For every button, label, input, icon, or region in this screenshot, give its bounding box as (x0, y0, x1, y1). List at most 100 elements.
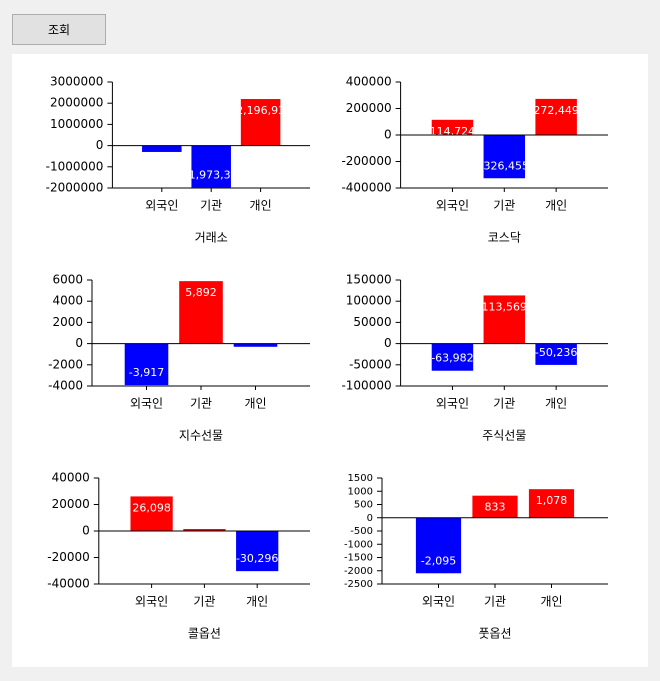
x-tick-label: 개인 (540, 595, 562, 609)
y-tick-label: 40000 (52, 471, 90, 485)
y-tick-label: -500 (350, 526, 373, 537)
value-label: 272,449 (533, 104, 579, 117)
x-tick-label: 기관 (190, 397, 212, 411)
y-tick-label: -2000 (344, 566, 373, 577)
value-label: 2,196,93 (236, 104, 285, 117)
bar (483, 295, 526, 344)
y-tick-label: 3000000 (50, 75, 103, 89)
x-tick-label: 외국인 (422, 595, 455, 609)
y-tick-label: 20000 (52, 497, 90, 511)
bar (236, 531, 279, 572)
chart-title: 풋옵션 (478, 627, 511, 641)
x-tick-label: 개인 (545, 397, 567, 411)
chart-title: 주식선물 (482, 429, 526, 443)
x-tick-label: 외국인 (436, 397, 469, 411)
y-tick-label: -1000 (344, 539, 373, 550)
bar (483, 135, 526, 179)
y-tick-label: -2000 (48, 357, 83, 371)
bar (431, 119, 474, 135)
y-tick-label: 1500 (348, 473, 373, 484)
y-tick-label: -200000 (341, 154, 391, 168)
y-tick-label: -2500 (344, 579, 373, 590)
x-tick-label: 외국인 (436, 199, 469, 213)
bar (415, 517, 462, 574)
chart: -40000 -20000 0 20000 40000 26,098 외국인 기관 -30,29… (47, 471, 310, 641)
y-tick-label: -400000 (341, 181, 391, 195)
x-tick-label: 기관 (493, 397, 515, 411)
y-tick-label: -1000000 (46, 159, 104, 173)
y-tick-label: 400000 (346, 75, 392, 89)
value-label: -50,236 (535, 346, 577, 359)
bar (183, 529, 226, 531)
value-label: 833 (485, 501, 506, 514)
y-tick-label: -40000 (47, 577, 90, 591)
y-tick-label: 0 (75, 336, 83, 350)
x-tick-label: 개인 (250, 199, 272, 213)
x-tick-label: 외국인 (135, 595, 168, 609)
value-label: 5,892 (185, 286, 217, 299)
y-tick-label: -1500 (344, 553, 373, 564)
y-tick-label: 2000 (52, 315, 83, 329)
bar (535, 98, 577, 135)
chart: -2000000 -1000000 0 1000000 2000000 3000000 외국… (46, 75, 310, 245)
value-label: -2,095 (421, 554, 456, 567)
y-tick-label: 2000000 (50, 96, 103, 110)
chart: -4000 -2000 0 2000 4000 6000 -3,917 외국인 5,892 기관 개… (48, 273, 310, 443)
value-label: -326,455 (480, 159, 529, 172)
chart: -2500 -2000 -1500 -1000 -500 0 500 1000 1500 -2,0… (344, 473, 608, 641)
x-tick-label: 기관 (200, 199, 222, 213)
y-tick-label: 100000 (346, 294, 392, 308)
chart-title: 코스닥 (488, 231, 521, 245)
y-tick-label: 50000 (353, 315, 391, 329)
y-tick-label: 0 (384, 336, 392, 350)
bar (142, 145, 182, 152)
bar (535, 343, 577, 365)
value-label: 113,569 (482, 300, 528, 313)
x-tick-label: 개인 (244, 397, 266, 411)
bar (528, 489, 575, 518)
y-tick-label: -4000 (48, 379, 83, 393)
y-tick-label: 4000 (52, 294, 83, 308)
value-label: 114,724 (430, 125, 476, 138)
x-tick-label: 기관 (193, 595, 215, 609)
bar (233, 343, 278, 347)
x-tick-label: 기관 (493, 199, 515, 213)
y-tick-label: -2000000 (46, 181, 104, 195)
value-label: 26,098 (132, 501, 171, 514)
y-tick-label: 150000 (346, 273, 392, 287)
x-tick-label: 외국인 (130, 397, 163, 411)
value-label: -63,982 (431, 352, 473, 365)
value-label: -30,296 (236, 552, 278, 565)
bar (179, 281, 223, 344)
y-tick-label: 500 (354, 500, 373, 511)
chart-title: 콜옵션 (188, 627, 221, 641)
chart-title: 지수선물 (179, 429, 223, 443)
x-tick-label: 개인 (545, 199, 567, 213)
value-label: -1,973,36 (185, 168, 238, 181)
y-tick-label: -20000 (47, 550, 90, 564)
y-tick-label: 6000 (52, 273, 83, 287)
y-tick-label: 0 (82, 524, 90, 538)
x-tick-label: 외국인 (145, 199, 178, 213)
y-tick-label: 1000 (348, 486, 373, 497)
chart: -100000 -50000 0 50000 100000 150000 -63,982 외국… (341, 273, 608, 443)
chart: -400000 -200000 0 200000 400000 114,724 외국인 -32… (341, 75, 608, 245)
bar (431, 343, 474, 371)
y-tick-label: 0 (96, 138, 104, 152)
y-tick-label: 0 (367, 513, 373, 524)
query-button[interactable]: 조회 (12, 14, 106, 45)
bar (240, 99, 281, 146)
bar (472, 495, 518, 518)
bar (130, 496, 173, 531)
value-label: 1,078 (536, 494, 568, 507)
y-tick-label: -50000 (349, 357, 392, 371)
y-tick-label: -100000 (341, 379, 391, 393)
bar (191, 145, 231, 188)
value-label: -3,917 (129, 366, 164, 379)
y-tick-label: 1000000 (50, 117, 103, 131)
bar (124, 343, 169, 386)
x-tick-label: 기관 (484, 595, 506, 609)
x-tick-label: 개인 (246, 595, 268, 609)
